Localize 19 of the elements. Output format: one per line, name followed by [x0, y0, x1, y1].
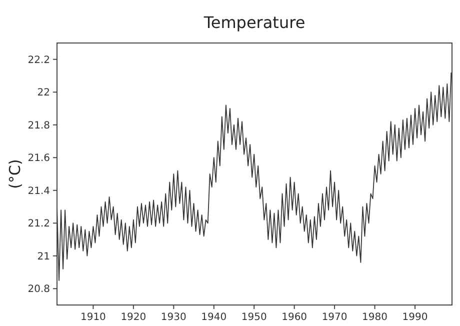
- x-tick-label: 1970: [322, 312, 348, 323]
- y-tick-label: 21.6: [28, 153, 50, 164]
- x-tick-label: 1920: [120, 312, 146, 323]
- y-tick-label: 21: [37, 251, 50, 262]
- x-tick-label: 1910: [80, 312, 106, 323]
- x-tick-label: 1930: [160, 312, 186, 323]
- x-tick-label: 1960: [282, 312, 308, 323]
- y-tick-label: 22.2: [28, 54, 50, 66]
- y-axis-title: (°C): [6, 159, 24, 189]
- x-tick-label: 1980: [362, 312, 388, 323]
- y-tick-label: 22: [37, 88, 50, 99]
- x-tick-label: 1940: [201, 312, 227, 323]
- x-tick-label: 1950: [241, 312, 267, 323]
- y-tick-label: 21.8: [28, 120, 50, 132]
- chart-title: Temperature: [202, 13, 306, 32]
- x-tick-label: 1990: [402, 312, 428, 323]
- y-tick-label: 20.8: [28, 284, 50, 296]
- y-tick-label: 21.2: [28, 218, 50, 230]
- y-tick-label: 21.4: [28, 186, 50, 197]
